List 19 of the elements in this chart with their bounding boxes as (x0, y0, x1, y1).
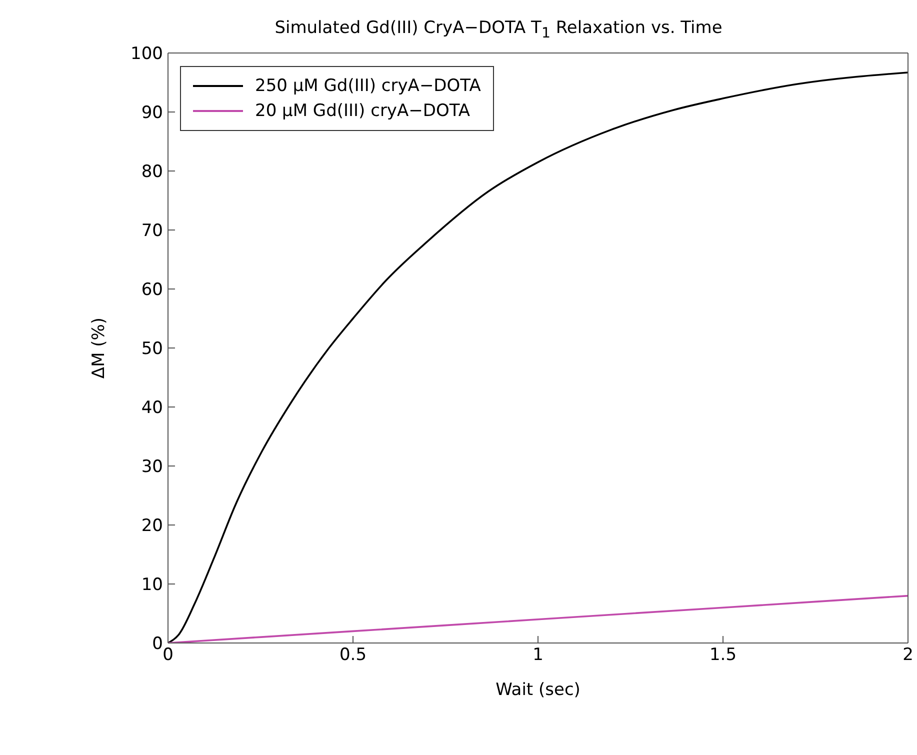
y-tick-label: 100 (130, 44, 163, 64)
x-tick-label: 0.5 (339, 645, 367, 666)
y-tick-label: 90 (141, 103, 163, 124)
y-tick-label: 10 (141, 575, 163, 596)
x-tick-label: 1.5 (709, 645, 737, 666)
y-tick-label: 80 (141, 162, 163, 182)
y-axis-title: ΔM (%) (89, 317, 110, 379)
legend-label: 20 μM Gd(III) cryA−DOTA (255, 101, 470, 121)
y-tick-label: 50 (141, 339, 163, 360)
x-tick-label: 1 (532, 645, 544, 666)
y-tick-label: 30 (141, 457, 163, 478)
chart-title: Simulated Gd(III) CryA−DOTA T$_{1}$ Relaxation vs. Time (274, 18, 724, 42)
y-tick-label: 70 (141, 221, 163, 242)
x-axis-title: Wait (sec) (496, 680, 580, 700)
y-tick-label: 20 (141, 516, 163, 536)
x-tick-label: 2 (902, 645, 914, 666)
legend-label: 250 μM Gd(III) cryA−DOTA (255, 76, 481, 96)
y-tick-label: 40 (141, 398, 163, 418)
y-tick-label: 60 (141, 280, 163, 300)
